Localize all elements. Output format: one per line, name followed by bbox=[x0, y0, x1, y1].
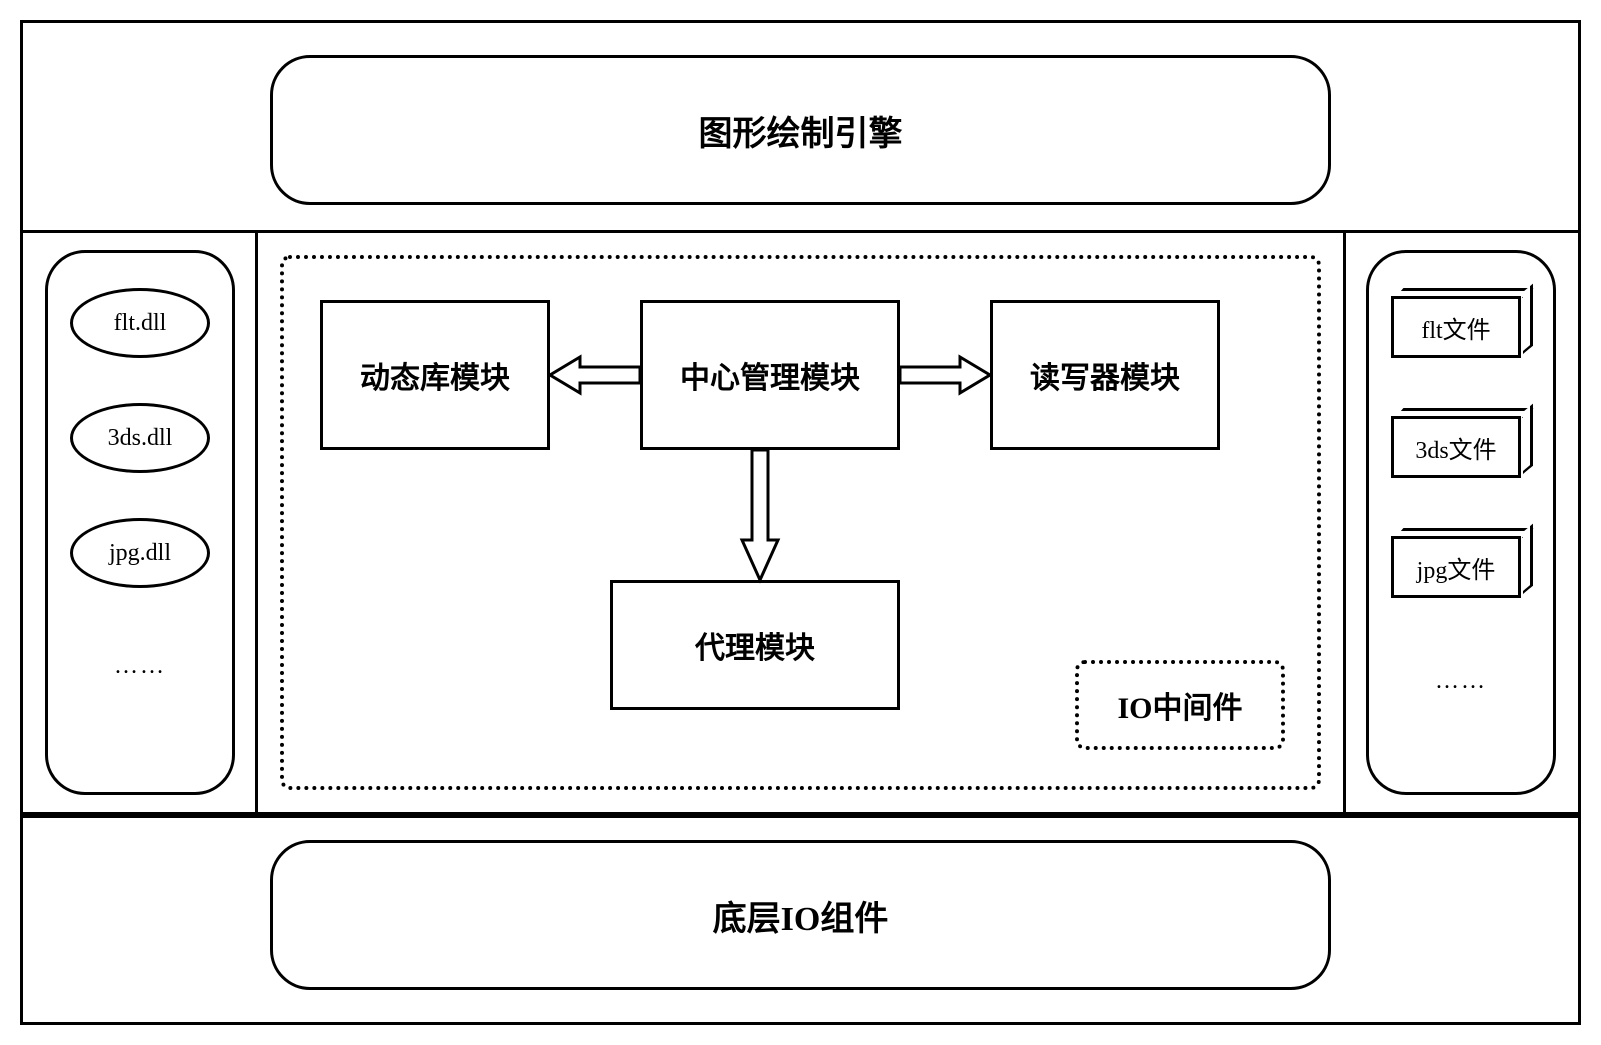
module-dynlib-label: 动态库模块 bbox=[360, 353, 510, 397]
right-file-panel: flt文件 3ds文件 jpg文件 …… bbox=[1366, 250, 1556, 795]
file-label-2: jpg文件 bbox=[1417, 550, 1496, 585]
left-dll-panel: flt.dll 3ds.dll jpg.dll …… bbox=[45, 250, 235, 795]
bottom-io-box: 底层IO组件 bbox=[270, 840, 1331, 990]
module-center: 中心管理模块 bbox=[640, 300, 900, 450]
dll-ellipse-flt: flt.dll bbox=[70, 288, 210, 358]
arrow-center-to-dynlib bbox=[550, 355, 640, 395]
diagram-canvas: 图形绘制引擎 底层IO组件 flt.dll 3ds.dll jpg.dll ……… bbox=[20, 20, 1581, 1025]
module-rw: 读写器模块 bbox=[990, 300, 1220, 450]
middleware-title-box: IO中间件 bbox=[1075, 660, 1285, 750]
top-engine-label: 图形绘制引擎 bbox=[699, 106, 903, 155]
module-rw-label: 读写器模块 bbox=[1030, 353, 1180, 397]
top-engine-box: 图形绘制引擎 bbox=[270, 55, 1331, 205]
sep-h-top bbox=[20, 230, 1581, 233]
left-more-dots: …… bbox=[114, 653, 166, 680]
arrow-center-to-rw bbox=[900, 355, 990, 395]
file3d-flt: flt文件 bbox=[1391, 288, 1531, 358]
module-proxy-label: 代理模块 bbox=[695, 623, 815, 667]
file-label-0: flt文件 bbox=[1421, 310, 1490, 345]
dll-ellipse-jpg: jpg.dll bbox=[70, 518, 210, 588]
dll-ellipse-3ds: 3ds.dll bbox=[70, 403, 210, 473]
file3d-3ds: 3ds文件 bbox=[1391, 408, 1531, 478]
dll-label-2: jpg.dll bbox=[109, 540, 171, 567]
dll-label-0: flt.dll bbox=[114, 310, 167, 337]
sep-h-bottom bbox=[20, 815, 1581, 818]
bottom-io-label: 底层IO组件 bbox=[713, 891, 889, 940]
file3d-jpg: jpg文件 bbox=[1391, 528, 1531, 598]
module-center-label: 中心管理模块 bbox=[680, 353, 860, 397]
arrow-center-to-proxy bbox=[740, 450, 780, 580]
middleware-title: IO中间件 bbox=[1117, 683, 1242, 727]
dll-label-1: 3ds.dll bbox=[108, 425, 173, 452]
file-label-1: 3ds文件 bbox=[1415, 430, 1496, 465]
module-proxy: 代理模块 bbox=[610, 580, 900, 710]
right-more-dots: …… bbox=[1435, 668, 1487, 695]
module-dynlib: 动态库模块 bbox=[320, 300, 550, 450]
